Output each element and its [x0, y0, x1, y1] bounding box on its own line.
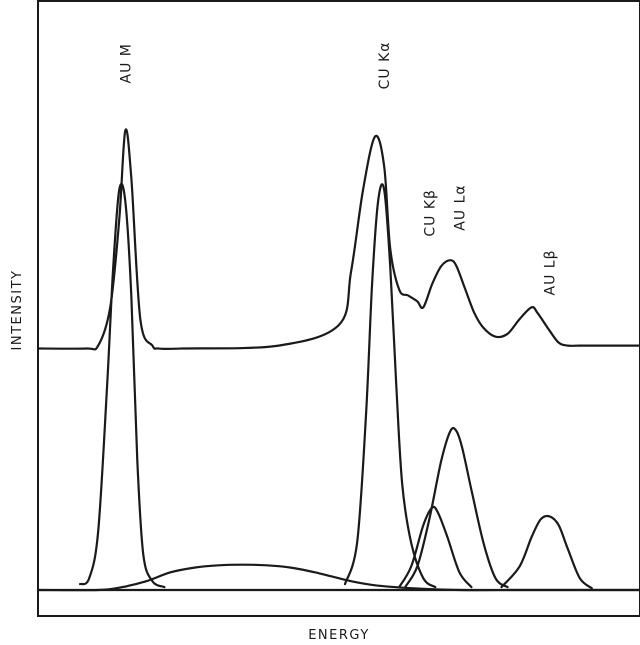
series-layer	[36, 128, 640, 592]
peak-label: AU Lβ	[543, 249, 559, 295]
series-line-cu-ka-component	[343, 183, 437, 589]
plot-frame	[37, 0, 640, 617]
series-line-au-lb-component	[500, 514, 593, 590]
series-line-cu-kb-component	[398, 505, 473, 589]
series-line-au-m-component	[79, 182, 166, 589]
peak-label: CU Kβ	[422, 189, 438, 237]
series-line-background	[36, 563, 640, 592]
series-line-measured	[36, 128, 640, 351]
peak-label: AU M	[118, 43, 134, 83]
series-line-au-la-component	[404, 426, 509, 589]
y-axis-label: INTENSITY	[10, 270, 25, 351]
x-axis-label: ENERGY	[308, 628, 370, 643]
peak-label: AU Lα	[452, 184, 468, 230]
peak-labels: AU M CU Kα CU Kβ AU Lα AU Lβ	[118, 42, 558, 296]
peak-label: CU Kα	[377, 42, 393, 90]
